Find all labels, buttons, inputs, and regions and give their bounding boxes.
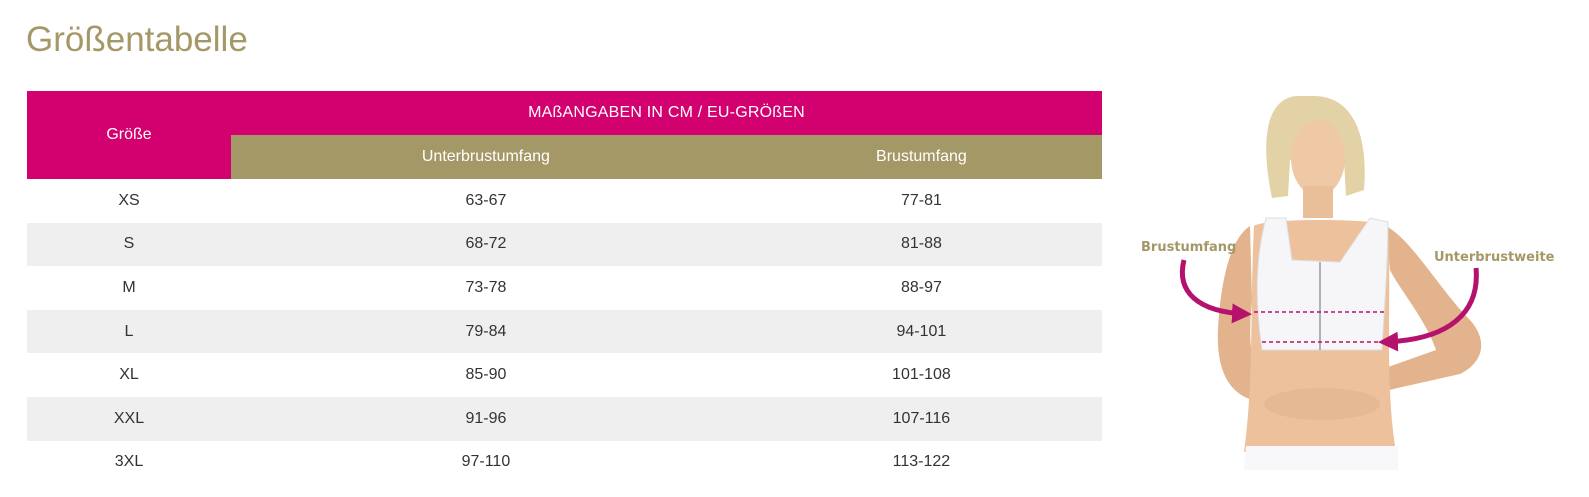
- cell-underbust: 73-78: [231, 266, 741, 310]
- size-chart-table: Größe MAßANGABEN IN CM / EU-GRÖßEN Unter…: [27, 91, 1102, 485]
- header-underbust: Unterbrustumfang: [231, 135, 741, 179]
- header-size: Größe: [27, 91, 231, 179]
- label-bust: Brustumfang: [1141, 240, 1236, 255]
- cell-size: XL: [27, 353, 231, 397]
- model-neck: [1303, 186, 1333, 218]
- model-left-arm: [1217, 226, 1310, 402]
- cell-bust: 113-122: [740, 440, 1102, 485]
- table-row: XL 85-90 101-108: [27, 353, 1102, 397]
- cell-bust: 107-116: [740, 396, 1102, 441]
- table-row: M 73-78 88-97: [27, 266, 1102, 310]
- cell-underbust: 91-96: [231, 396, 741, 441]
- model-face: [1291, 120, 1345, 196]
- cell-underbust: 85-90: [231, 353, 741, 397]
- label-underbust: Unterbrustweite: [1434, 250, 1555, 265]
- cell-size: L: [27, 309, 231, 354]
- left-arrow-icon: [1180, 259, 1252, 324]
- page-title: Größentabelle: [26, 20, 248, 59]
- cell-underbust: 79-84: [231, 309, 741, 354]
- model-right-arm: [1374, 226, 1482, 392]
- cell-size: S: [27, 222, 231, 267]
- cell-size: XXL: [27, 396, 231, 441]
- cell-bust: 88-97: [740, 266, 1102, 310]
- cell-bust: 101-108: [740, 353, 1102, 397]
- header-measurements: MAßANGABEN IN CM / EU-GRÖßEN: [231, 91, 1102, 135]
- cell-size: 3XL: [27, 440, 231, 485]
- briefs-garment: [1244, 446, 1398, 470]
- measurement-illustration: Brustumfang Unterbrustweite: [1141, 96, 1555, 470]
- model-hands: [1264, 388, 1380, 420]
- cell-bust: 94-101: [740, 309, 1102, 354]
- cell-bust: 81-88: [740, 222, 1102, 267]
- right-arrow-icon: [1378, 267, 1479, 352]
- table-row: S 68-72 81-88: [27, 222, 1102, 267]
- header-bust: Brustumfang: [740, 135, 1102, 179]
- cell-size: XS: [27, 179, 231, 223]
- cell-bust: 77-81: [740, 179, 1102, 223]
- table-row: L 79-84 94-101: [27, 309, 1102, 354]
- cell-underbust: 97-110: [231, 440, 741, 485]
- cell-underbust: 68-72: [231, 222, 741, 267]
- table-row: 3XL 97-110 113-122: [27, 440, 1102, 485]
- cell-size: M: [27, 266, 231, 310]
- table-row: XS 63-67 77-81: [27, 179, 1102, 223]
- table-row: XXL 91-96 107-116: [27, 396, 1102, 441]
- cell-underbust: 63-67: [231, 179, 741, 223]
